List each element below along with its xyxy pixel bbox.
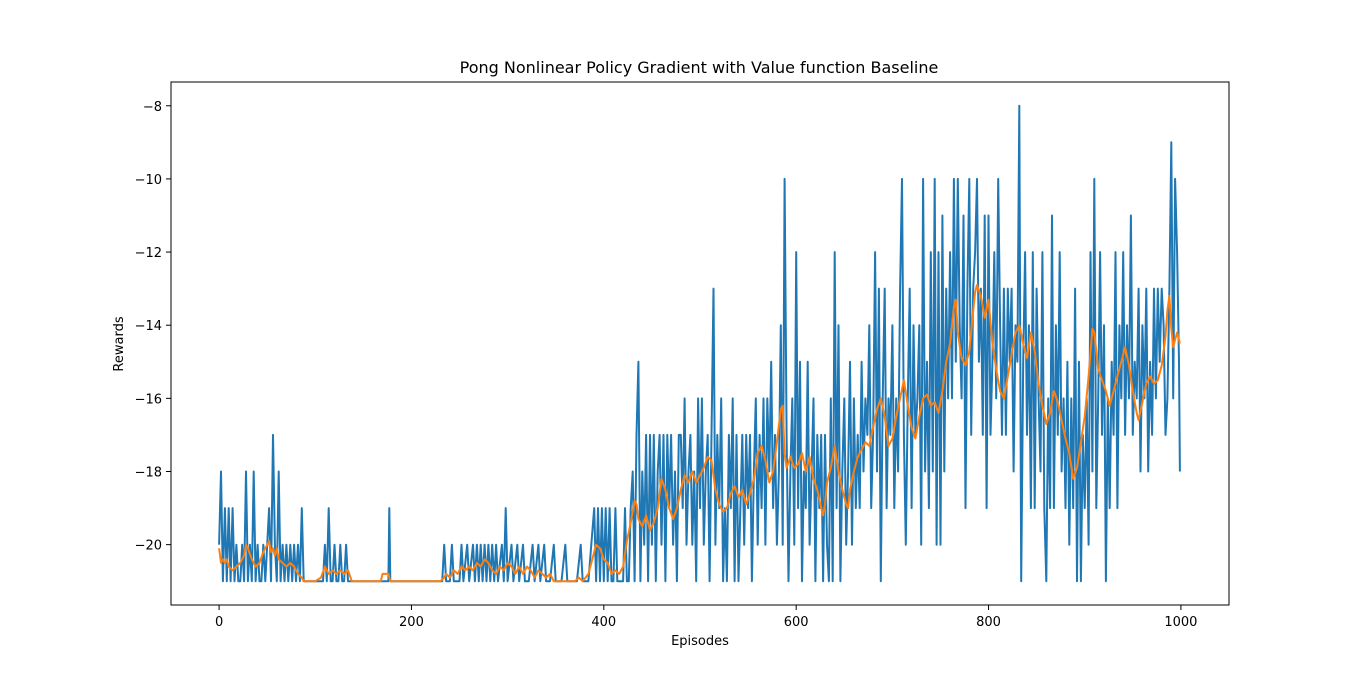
y-tick-label: −18 [135,466,162,481]
x-tick-label: 600 [784,615,809,630]
x-tick-label: 1000 [1164,615,1197,630]
chart-title: Pong Nonlinear Policy Gradient with Valu… [460,58,939,77]
x-tick-label: 200 [399,615,424,630]
y-tick-label: −20 [135,539,162,554]
plot-area [218,104,1181,583]
x-tick-label: 0 [215,615,223,630]
x-tick-label: 400 [591,615,616,630]
y-tick-label: −12 [135,246,162,261]
series-line-2 [218,284,1181,583]
y-tick-label: −8 [143,100,162,115]
plot-frame [170,81,1230,606]
y-tick-label: −10 [135,173,162,188]
x-tick-label: 800 [976,615,1001,630]
axes: 0 200 400 600 800 1000 −20 −18 −16 −14 −12 −10 −8 [135,100,1198,630]
y-tick-label: −16 [135,392,162,407]
y-axis-label: Rewards [112,316,127,371]
x-axis-label: Episodes [671,634,729,649]
y-tick-label: −14 [135,319,162,334]
